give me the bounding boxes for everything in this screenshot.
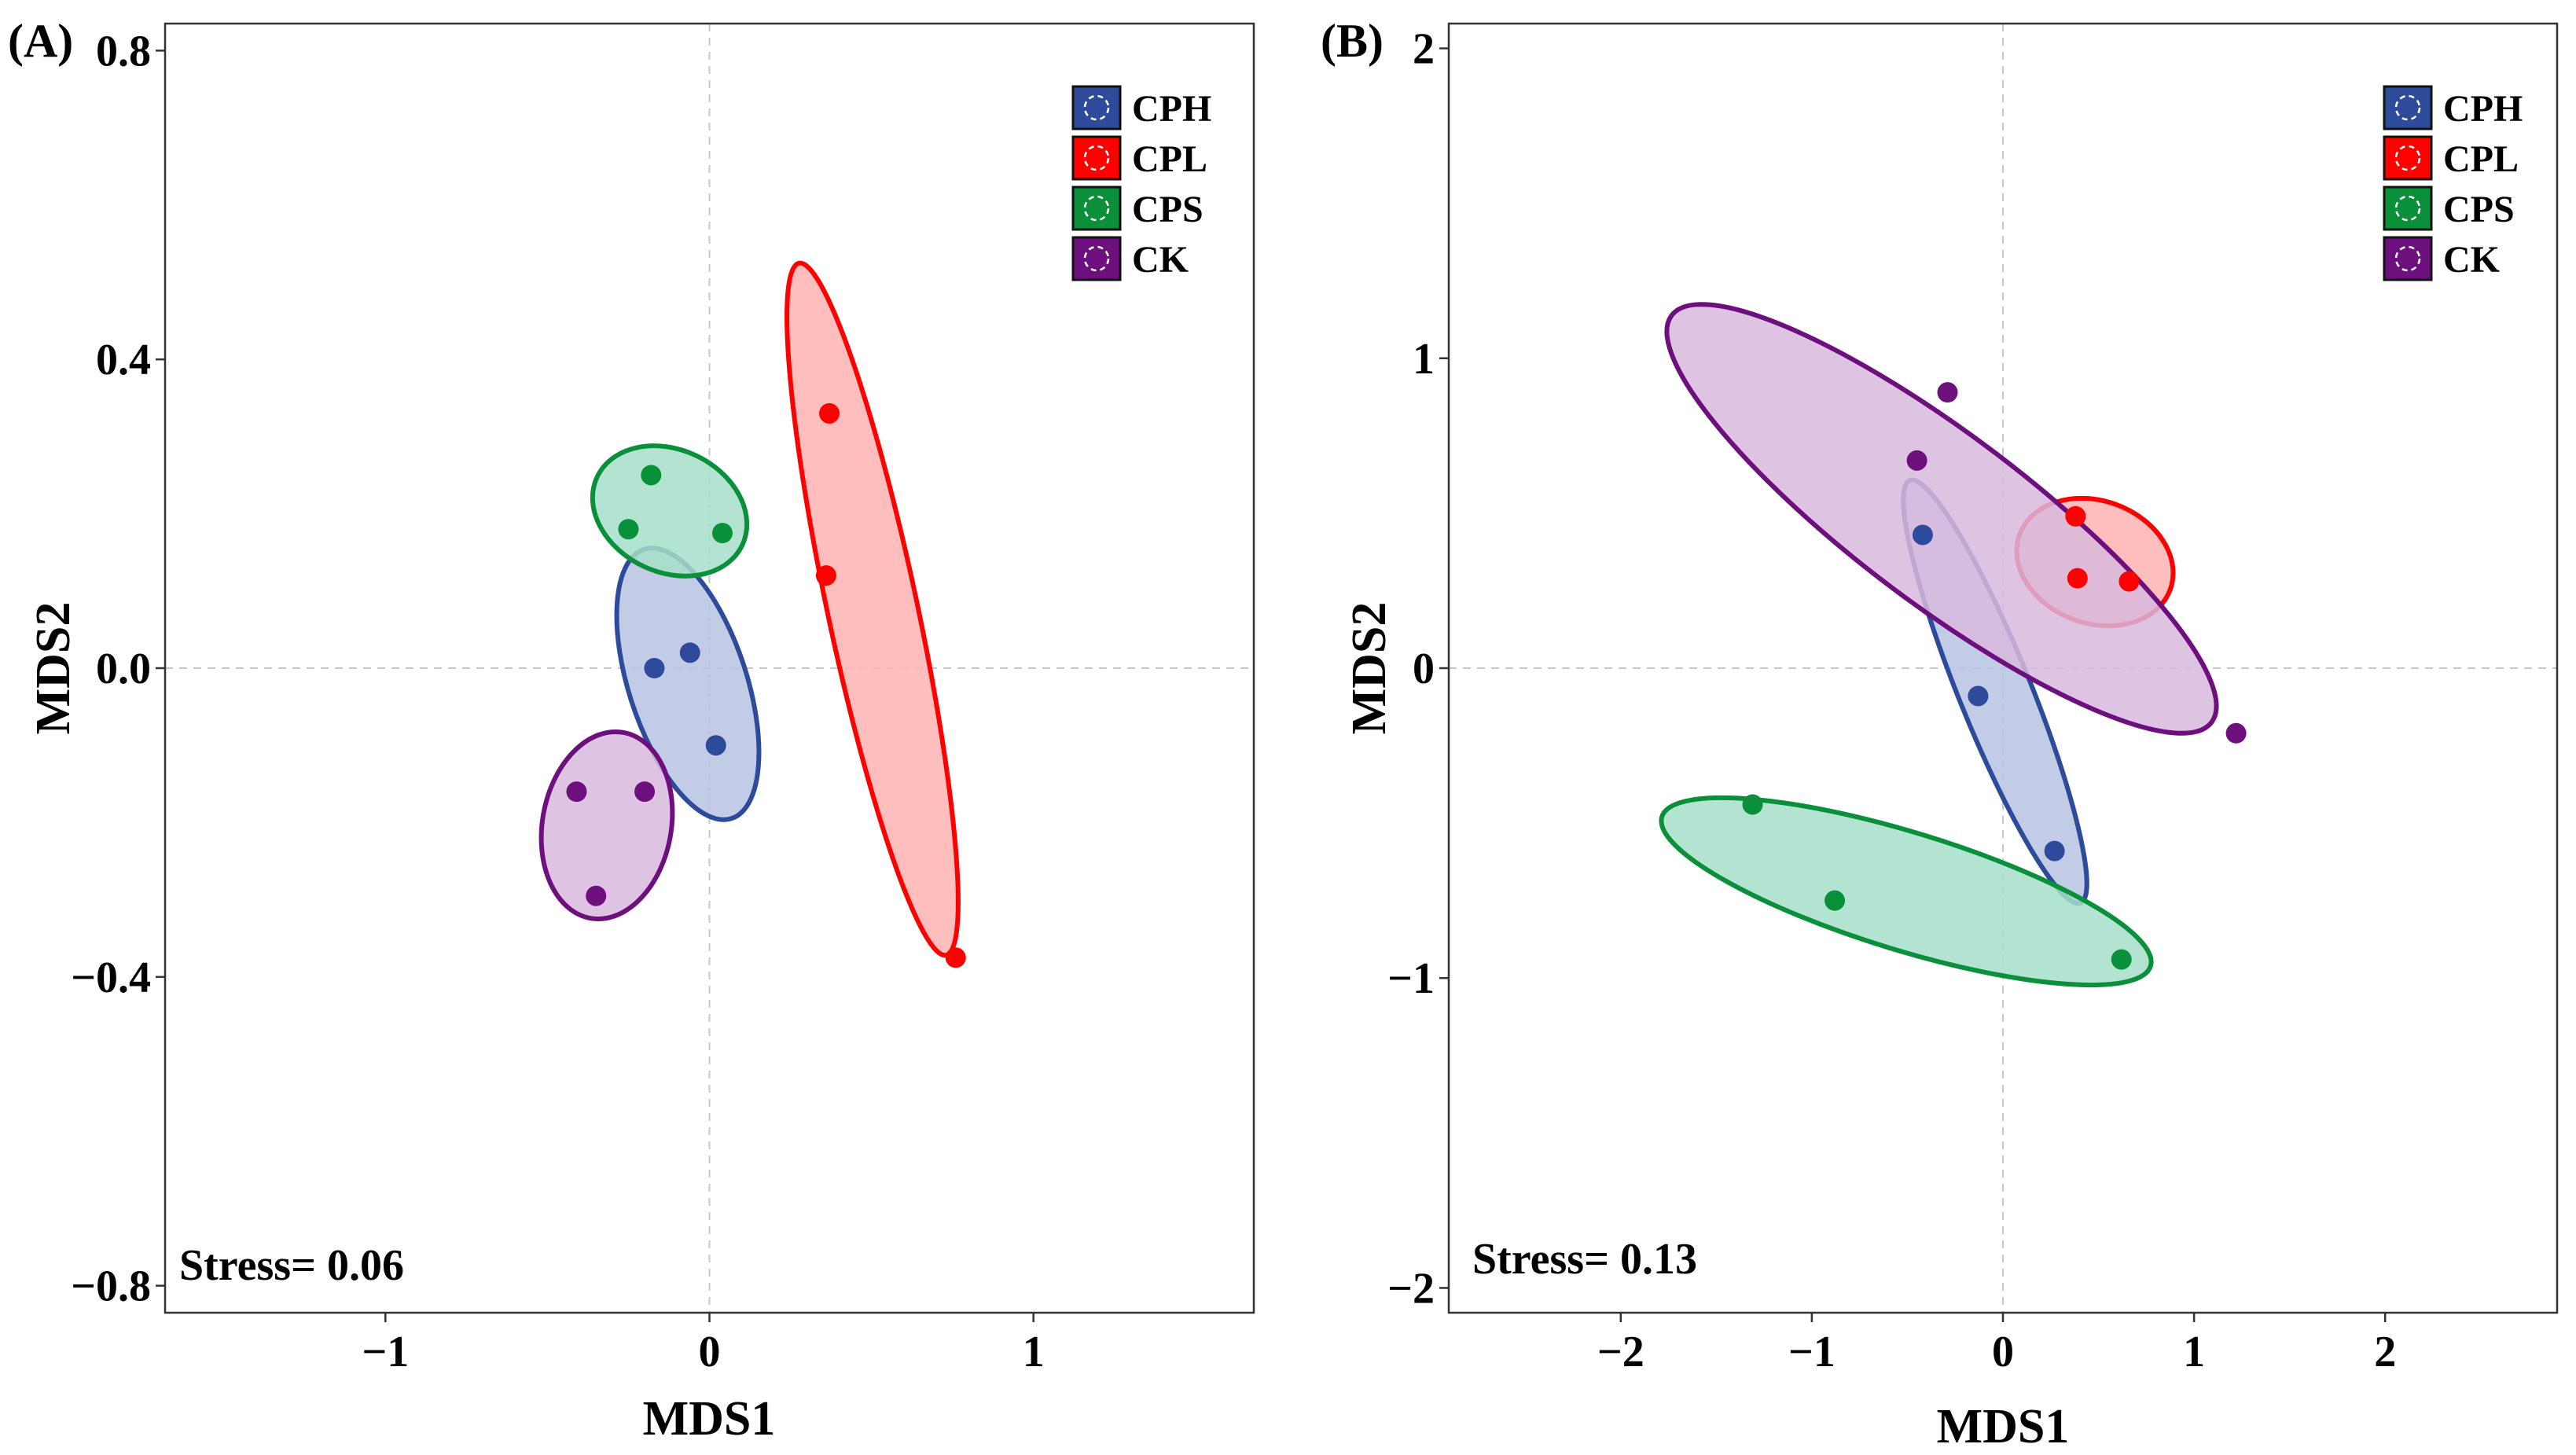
panel-a-y-tick-label: 0.8	[96, 27, 151, 75]
panel-a-x-ticks: −1 0 1	[362, 1313, 1045, 1376]
legend-marker-cps	[2394, 195, 2421, 222]
point-cps	[1742, 794, 1763, 815]
legend-label-cph: CPH	[1132, 88, 1211, 130]
panel-b-ellipses	[1659, 302, 2219, 988]
ellipse-cps	[590, 443, 750, 579]
legend-marker-ck	[1083, 245, 1110, 272]
point-cpl	[819, 402, 840, 424]
legend-label-cph: CPH	[2443, 88, 2523, 130]
panel-b-x-ticks: −2 −1 0 1 2	[1597, 1313, 2396, 1376]
legend-marker-cps	[1083, 195, 1110, 222]
point-cph	[1912, 524, 1933, 546]
panel-b-x-tick-label: −2	[1597, 1328, 1644, 1376]
panel-b-y-axis-title: MDS2	[1343, 602, 1396, 735]
point-cpl	[2065, 505, 2086, 527]
point-ck	[586, 885, 607, 906]
point-cpl	[2118, 571, 2140, 592]
legend-marker-ck	[2394, 245, 2421, 272]
point-cph	[679, 642, 700, 663]
point-cpl	[2067, 568, 2088, 589]
legend-marker-cpl	[2394, 145, 2421, 171]
point-ck	[634, 781, 656, 803]
panel-a-stress-annotation: Stress= 0.06	[179, 1241, 404, 1290]
point-cps	[1825, 890, 1846, 911]
panel-b-x-tick-label: 1	[2183, 1328, 2205, 1376]
legend-label-cpl: CPL	[1132, 138, 1207, 180]
point-cph	[644, 658, 665, 678]
point-cps	[2111, 949, 2132, 970]
point-cpl	[945, 947, 966, 968]
panel-b-stress-annotation: Stress= 0.13	[1472, 1235, 1697, 1284]
legend-label-cps: CPS	[1132, 189, 1203, 230]
panel-b-x-tick-label: 2	[2374, 1328, 2396, 1376]
ellipse-cpl	[785, 260, 961, 958]
legend-marker-cph	[1083, 94, 1110, 121]
panel-a-x-tick-label: 1	[1023, 1328, 1045, 1376]
panel-a-points	[566, 402, 966, 968]
panel-a-y-tick-label: −0.8	[71, 1262, 151, 1311]
panel-b-x-tick-label: −1	[1788, 1328, 1836, 1376]
panel-b: (B) −2 −1 0 1 2 2 1 0 −1 −2 MDS1 MDS2 Stress= 0.…	[1321, 15, 2559, 1453]
legend-label-cpl: CPL	[2443, 138, 2519, 180]
point-ck	[1937, 382, 1958, 403]
panel-a-y-ticks: 0.8 0.4 0.0 −0.4 −0.8	[71, 27, 165, 1311]
panel-b-y-ticks: 2 1 0 −1 −2	[1387, 25, 1449, 1313]
legend-label-ck: CK	[1132, 239, 1189, 281]
panel-label-a: (A)	[8, 15, 73, 67]
point-cph	[705, 735, 726, 756]
panel-b-legend: CPH CPL CPS CK	[2383, 85, 2523, 281]
panel-a-x-tick-label: −1	[362, 1328, 409, 1376]
panel-b-y-tick-label: −2	[1387, 1264, 1435, 1313]
panel-b-y-tick-label: 0	[1413, 645, 1435, 693]
point-cph	[2044, 840, 2065, 862]
panel-a-ellipses	[538, 260, 961, 958]
panel-a-y-tick-label: 0.0	[96, 645, 151, 693]
panel-b-x-tick-label: 0	[1992, 1328, 2014, 1376]
point-cps	[618, 519, 639, 540]
ellipse-cps	[1659, 795, 2154, 988]
panel-b-y-tick-label: 2	[1413, 25, 1435, 74]
panel-b-points	[1742, 382, 2247, 970]
panel-b-y-tick-label: −1	[1387, 954, 1435, 1003]
legend-marker-cph	[2394, 94, 2421, 121]
legend-label-ck: CK	[2443, 239, 2500, 281]
point-cps	[641, 465, 662, 486]
ellipse-ck	[1664, 302, 2219, 736]
panel-a-x-axis-title: MDS1	[643, 1392, 776, 1446]
point-ck	[2225, 722, 2247, 744]
panel-label-b: (B)	[1321, 15, 1384, 67]
panel-b-x-axis-title: MDS1	[1937, 1400, 2070, 1453]
point-ck	[566, 781, 587, 803]
panel-a: (A) −1 0 1 0.8 0.4 0.0 −0.4 −0.8 MDS1 MDS2 Str…	[8, 15, 1255, 1446]
legend-marker-cpl	[1083, 145, 1110, 171]
panel-a-y-axis-title: MDS2	[27, 602, 80, 735]
point-ck	[1906, 450, 1927, 471]
panel-a-legend: CPH CPL CPS CK	[1071, 85, 1211, 281]
point-cps	[711, 523, 733, 544]
point-cph	[1968, 685, 1989, 707]
legend-swatch-cps	[2383, 186, 2433, 231]
legend-label-cps: CPS	[2443, 189, 2515, 230]
panel-a-x-tick-label: 0	[699, 1328, 721, 1376]
ellipse-ck	[538, 729, 675, 922]
point-cpl	[815, 565, 836, 586]
panel-b-y-tick-label: 1	[1413, 335, 1435, 384]
panel-a-y-tick-label: −0.4	[71, 953, 151, 1002]
panel-a-y-tick-label: 0.4	[96, 336, 151, 384]
